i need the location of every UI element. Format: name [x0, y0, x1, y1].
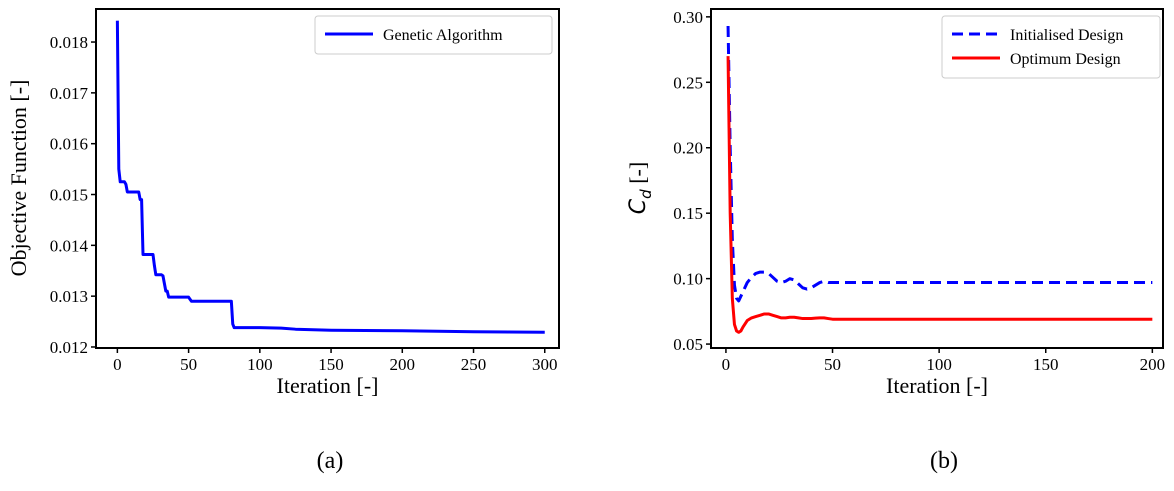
legend-label-2: Optimum Design — [1010, 51, 1121, 68]
axes-frame — [95, 8, 560, 349]
y-axis-label: Cd [-] — [625, 162, 655, 214]
legend-label-1: Initialised Design — [1010, 27, 1123, 44]
y-axis-label: Objective Function [-] — [6, 80, 31, 277]
x-tick-label: 150 — [1033, 355, 1059, 374]
x-tick-label: 100 — [247, 355, 273, 374]
chart-b: 0 50 100 150 200 0.05 0.10 0.15 0.20 0.25 0.30 Iter… — [625, 8, 1166, 474]
legend: Initialised Design Optimum Design — [941, 15, 1161, 79]
series-line-1 — [115, 20, 545, 334]
y-axis-label-main: C — [626, 198, 651, 214]
chart-a: 0 50 100 150 200 250 300 0.012 0.013 0.014 0.015 0.… — [6, 8, 560, 474]
x-tick-label: 50 — [824, 355, 841, 374]
legend-label-1: Genetic Algorithm — [383, 27, 503, 44]
panel-caption: (a) — [317, 448, 344, 474]
x-tick-label: 50 — [180, 355, 197, 374]
y-tick-label: 0.015 — [50, 186, 88, 205]
y-tick-label: 0.15 — [673, 204, 703, 223]
legend-box — [941, 15, 1161, 79]
x-axis-label: Iteration [-] — [277, 373, 379, 398]
y-axis-label-sub: d — [637, 189, 655, 199]
legend-box — [314, 15, 553, 55]
x-tick-label: 0 — [722, 355, 731, 374]
y-tick-label: 0.016 — [50, 135, 88, 154]
x-tick-label: 150 — [318, 355, 344, 374]
y-tick-label: 0.018 — [50, 33, 88, 52]
x-axis-label: Iteration [-] — [886, 373, 988, 398]
y-tick-label: 0.10 — [673, 270, 703, 289]
y-tick-label: 0.014 — [50, 236, 89, 255]
axes-frame — [710, 8, 1164, 349]
x-tick-label: 100 — [926, 355, 952, 374]
y-tick-label: 0.25 — [673, 73, 703, 92]
series-line-2 — [726, 56, 1153, 334]
y-tick-label: 0.30 — [673, 8, 703, 27]
legend: Genetic Algorithm — [314, 15, 553, 55]
series-line-1 — [726, 25, 1153, 303]
y-tick-label: 0.017 — [50, 84, 89, 103]
x-tick-label: 250 — [461, 355, 487, 374]
panel-caption: (b) — [930, 448, 958, 474]
x-tick-label: 0 — [113, 355, 122, 374]
y-tick-label: 0.013 — [50, 287, 88, 306]
y-axis-label-unit: [-] — [625, 162, 650, 189]
y-tick-label: 0.05 — [673, 335, 703, 354]
x-tick-label: 200 — [1140, 355, 1166, 374]
x-tick-label: 200 — [390, 355, 416, 374]
x-tick-label: 300 — [532, 355, 558, 374]
y-tick-label: 0.20 — [673, 139, 703, 158]
y-tick-label: 0.012 — [50, 338, 88, 357]
